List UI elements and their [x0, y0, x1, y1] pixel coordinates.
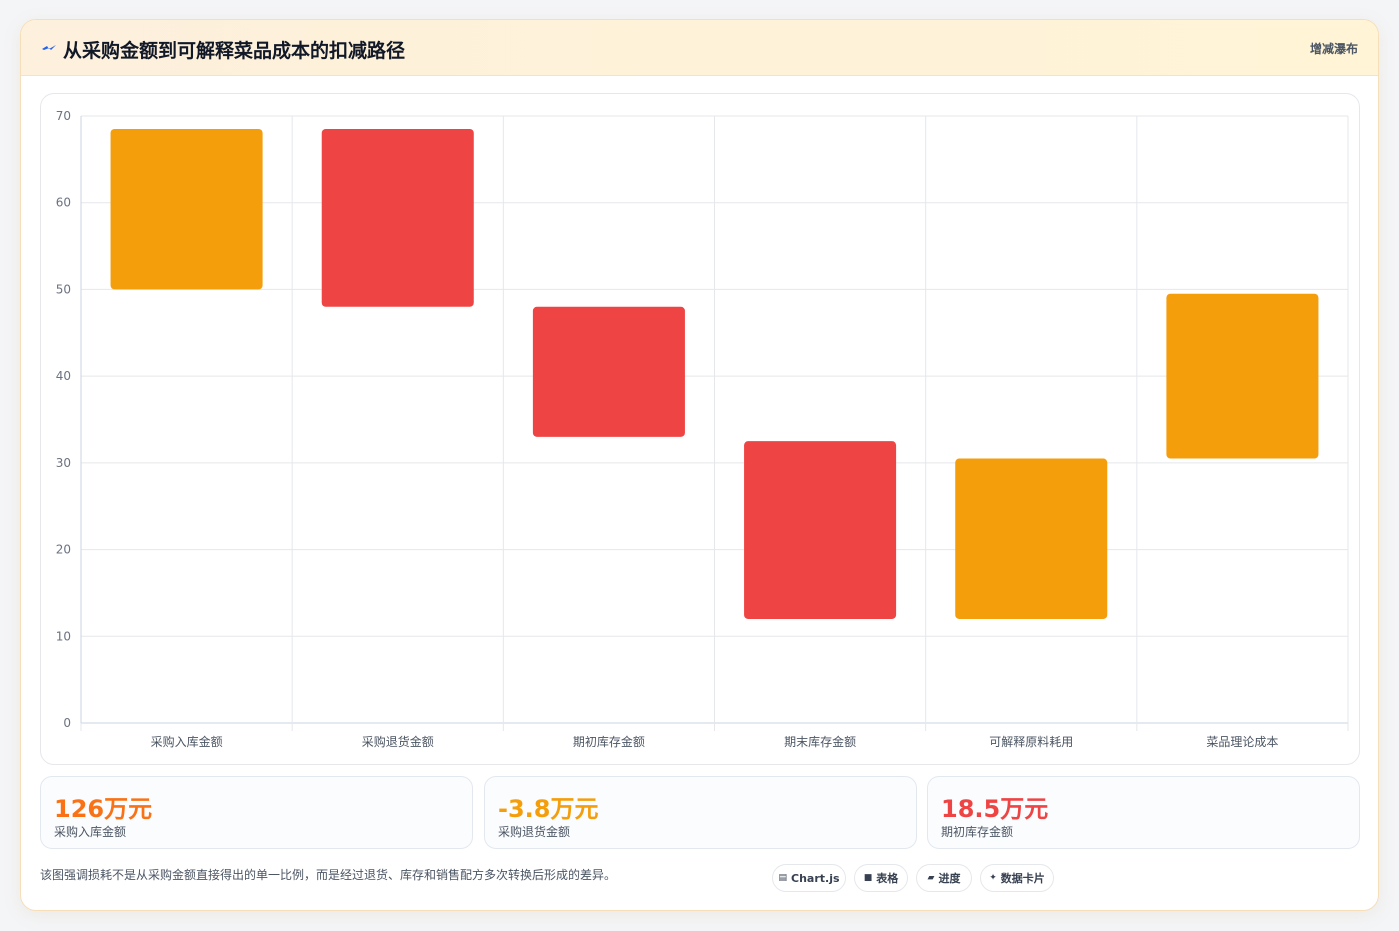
card-icon: ✦ — [989, 873, 997, 883]
y-tick-label: 70 — [56, 109, 71, 123]
table-icon: ■ — [863, 873, 873, 883]
waterfall-bar[interactable] — [1166, 293, 1319, 459]
stat-value: 18.5万元 — [941, 795, 1049, 823]
chart-type-badge[interactable]: 增减瀑布 — [1309, 42, 1358, 56]
chart-panel: 0 10 20 30 40 50 60 70 采购入库金额 采购退货金额 期初库存金额 期末库存金额 可… — [40, 93, 1360, 765]
chart-icon: ▤ — [778, 873, 787, 883]
labels-layer: 0 10 20 30 40 50 60 70 采购入库金额 采购退货金额 期初库存金额 期末库存金额 可… — [56, 109, 1279, 749]
y-tick-label: 10 — [56, 629, 71, 643]
chip-chartjs[interactable]: ▤ Chart.js — [772, 864, 846, 892]
y-tick-label: 30 — [56, 456, 71, 470]
progress-icon: ▰ — [927, 873, 935, 883]
chip-data-card[interactable]: ✦ 数据卡片 — [980, 864, 1054, 892]
waterfall-bar[interactable] — [110, 129, 263, 290]
stat-value: 126万元 — [54, 795, 153, 823]
dashboard-card: 从采购金额到可解释菜品成本的扣减路径 增减瀑布 0 10 20 30 40 50 60 70 采… — [20, 19, 1379, 911]
chip-label: 数据卡片 — [1000, 872, 1045, 885]
stat-cards: 126万元 采购入库金额 -3.8万元 采购退货金额 18.5万元 期初库存金额 — [40, 776, 1360, 849]
x-tick-label: 采购入库金额 — [151, 734, 223, 749]
stat-label: 采购退货金额 — [498, 825, 571, 839]
waterfall-bar[interactable] — [532, 306, 685, 437]
x-tick-label: 可解释原料耗用 — [989, 735, 1073, 749]
y-tick-label: 20 — [56, 543, 71, 557]
x-tick-label: 期末库存金额 — [784, 734, 856, 749]
chip-label: 表格 — [876, 872, 899, 885]
page-title: 从采购金额到可解释菜品成本的扣减路径 — [63, 40, 406, 62]
chip-table[interactable]: ■ 表格 — [854, 864, 908, 892]
waterfall-bar[interactable] — [744, 441, 897, 619]
y-tick-label: 50 — [56, 282, 71, 296]
card-header: 从采购金额到可解释菜品成本的扣减路径 增减瀑布 — [21, 20, 1378, 76]
stat-card-purchase[interactable]: 126万元 采购入库金额 — [40, 776, 473, 849]
stat-label: 采购入库金额 — [54, 825, 127, 839]
y-tick-label: 40 — [56, 369, 71, 383]
chip-progress[interactable]: ▰ 进度 — [916, 864, 972, 892]
bars-layer — [110, 129, 1319, 619]
chart-note: 该图强调损耗不是从采购金额直接得出的单一比例，而是经过退货、库存和销售配方多次转… — [40, 868, 617, 882]
x-tick-label: 期初库存金额 — [573, 734, 645, 749]
stat-value: -3.8万元 — [498, 795, 599, 823]
waterfall-bar[interactable] — [955, 458, 1108, 619]
y-tick-label: 60 — [56, 196, 71, 210]
y-tick-label: 0 — [63, 716, 71, 730]
lightning-icon — [42, 45, 56, 50]
x-tick-label: 采购退货金额 — [362, 734, 434, 749]
chip-label: 进度 — [938, 872, 961, 885]
chip-label: Chart.js — [791, 871, 840, 885]
waterfall-bar[interactable] — [321, 129, 474, 307]
x-tick-label: 菜品理论成本 — [1206, 735, 1278, 749]
grid-layer — [80, 115, 1349, 731]
waterfall-chart: 0 10 20 30 40 50 60 70 采购入库金额 采购退货金额 期初库存金额 期末库存金额 可… — [56, 109, 1349, 749]
stat-label: 期初库存金额 — [941, 825, 1014, 839]
stat-card-opening-stock[interactable]: 18.5万元 期初库存金额 — [927, 776, 1360, 849]
stat-card-return[interactable]: -3.8万元 采购退货金额 — [484, 776, 917, 849]
